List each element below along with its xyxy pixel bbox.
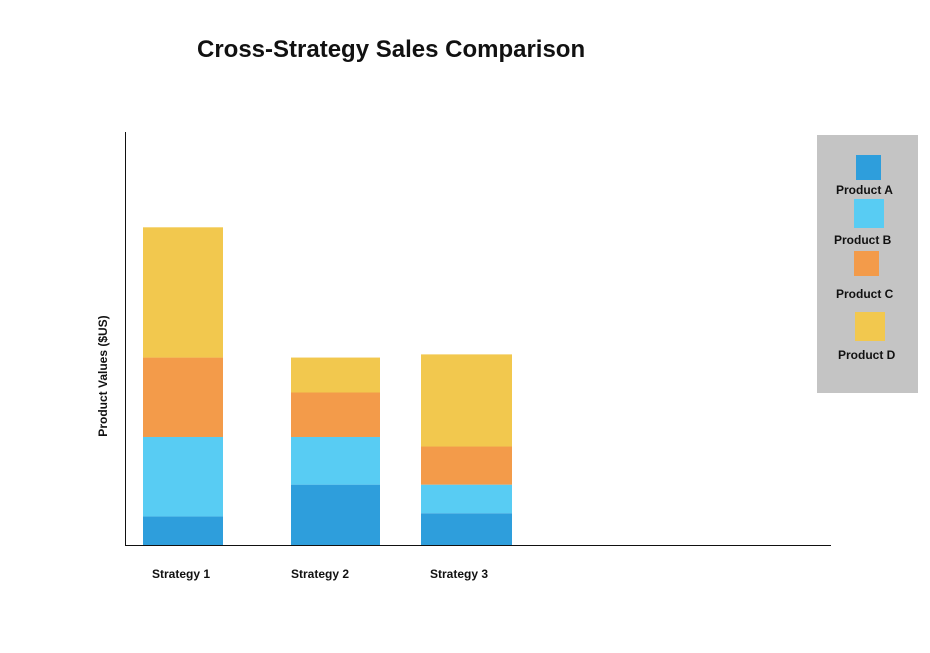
bar-strategy-1-product-b	[143, 436, 223, 517]
bar-strategy-3-product-a	[421, 513, 512, 545]
x-tick-strategy-2: Strategy 2	[291, 567, 349, 581]
bar-strategy-2-product-a	[291, 484, 380, 545]
bar-strategy-1-product-c	[143, 357, 223, 437]
bar-strategy-2-product-d	[291, 357, 380, 393]
x-tick-strategy-3: Strategy 3	[430, 567, 488, 581]
x-tick-strategy-1: Strategy 1	[152, 567, 210, 581]
legend-label-product-b: Product B	[834, 233, 892, 247]
y-axis-label: Product Values ($US)	[96, 315, 110, 436]
x-tick-labels: Strategy 1 Strategy 2 Strategy 3	[152, 567, 488, 581]
bar-layer	[143, 227, 512, 545]
legend-swatch-product-a	[856, 155, 881, 180]
bar-strategy-3-product-c	[421, 446, 512, 485]
chart-title: Cross-Strategy Sales Comparison	[197, 36, 586, 63]
bar-strategy-2-product-c	[291, 392, 380, 437]
bar-strategy-1-product-a	[143, 516, 223, 545]
legend-label-product-c: Product C	[836, 287, 894, 301]
legend-label-product-a: Product A	[836, 183, 893, 197]
legend-label-product-d: Product D	[838, 348, 896, 362]
legend-swatch-product-b	[854, 199, 884, 228]
legend-swatch-product-c	[854, 251, 879, 276]
bar-strategy-2-product-b	[291, 436, 380, 485]
legend-swatch-product-d	[855, 312, 885, 341]
bar-strategy-3-product-d	[421, 354, 512, 447]
bar-strategy-1-product-d	[143, 227, 223, 358]
bar-strategy-3-product-b	[421, 484, 512, 514]
legend: Product A Product B Product C Product D	[817, 135, 918, 393]
